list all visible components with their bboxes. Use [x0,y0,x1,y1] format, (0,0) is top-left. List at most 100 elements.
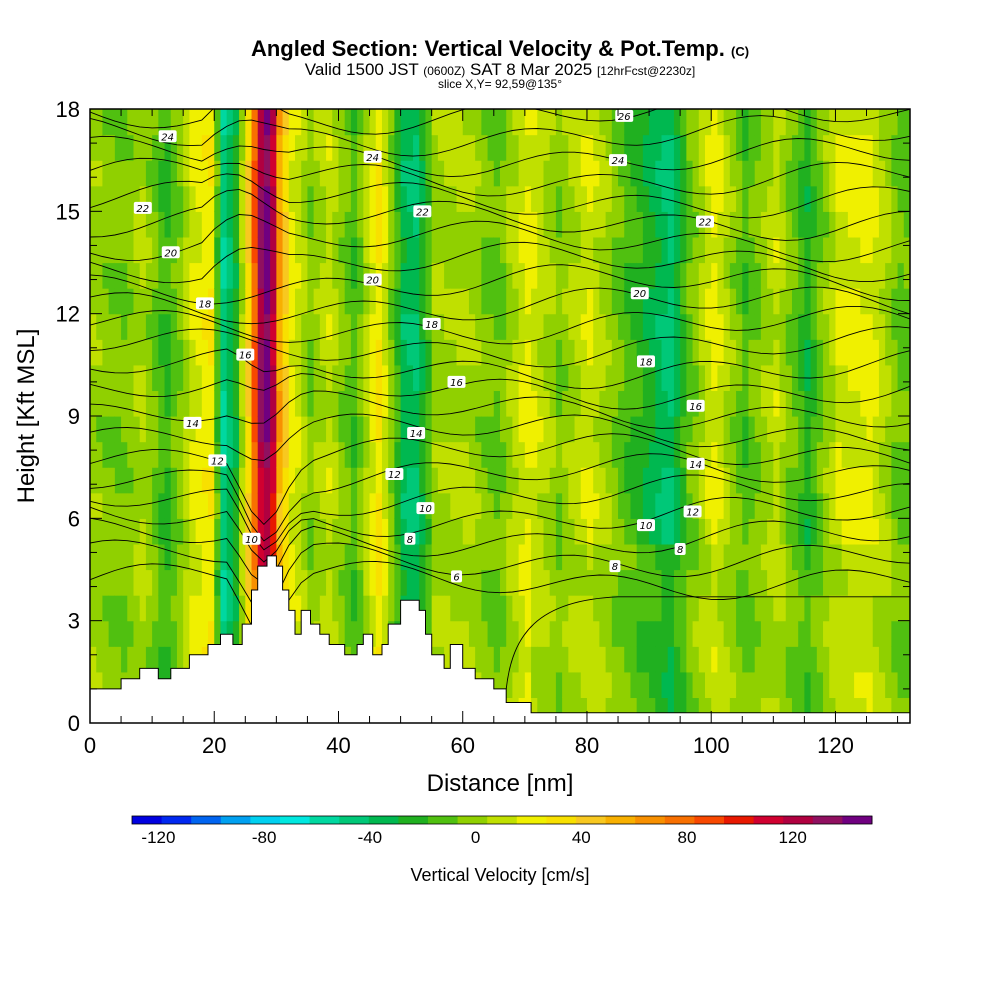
velocity-cell [419,160,427,187]
velocity-cell [680,339,687,366]
velocity-cell [96,543,104,571]
velocity-cell [872,518,880,545]
velocity-cell [636,160,644,187]
theta-contour-line [90,241,910,284]
velocity-cell [854,543,861,571]
velocity-cell [673,364,681,392]
velocity-cell [618,416,625,443]
velocity-cell [270,236,277,264]
velocity-cell [823,467,830,494]
velocity-cell [798,160,805,187]
velocity-cell [897,185,905,212]
colorbar-swatch [161,816,192,824]
velocity-cell [176,595,184,622]
velocity-cell [872,595,880,622]
velocity-cell [580,467,588,494]
velocity-cell [133,416,141,443]
velocity-cell [456,339,464,366]
velocity-cell [649,185,656,212]
velocity-cell [133,595,141,622]
velocity-cell [754,492,762,519]
velocity-cell [866,416,874,443]
x-tick-label: 80 [575,733,599,758]
velocity-cell [580,416,588,443]
velocity-cell [506,236,514,264]
velocity-cell [257,236,265,264]
velocity-cell [344,467,352,494]
velocity-cell [705,569,712,596]
velocity-cell [357,543,364,571]
velocity-cell [773,339,781,366]
velocity-cell [195,236,203,264]
velocity-cell [270,467,277,494]
velocity-cell [338,211,346,238]
colorbar-swatch [191,816,222,824]
velocity-cell [717,671,725,699]
velocity-cell [437,313,445,340]
velocity-cell [518,364,526,392]
velocity-cell [711,185,719,212]
velocity-cell [698,288,706,315]
velocity-cell [481,236,489,264]
velocity-cell [475,467,482,494]
velocity-cell [686,211,694,238]
velocity-cell [673,288,681,315]
theta-contour-line [90,173,910,219]
velocity-cell [139,109,147,136]
velocity-cell [711,467,719,494]
velocity-cell [816,569,824,596]
velocity-cell [512,518,520,545]
velocity-cell [170,288,178,315]
velocity-cell [847,313,855,340]
velocity-cell [829,697,837,723]
velocity-cell [319,441,327,468]
velocity-cell [257,339,265,366]
velocity-cell [847,109,855,136]
velocity-cell [531,416,538,443]
velocity-cell [630,492,638,519]
velocity-cell [369,236,377,264]
velocity-cell [661,569,669,596]
velocity-cell [531,543,538,571]
velocity-cell [748,313,756,340]
velocity-cell [723,211,731,238]
velocity-cell [624,569,632,596]
colorbar-swatch [398,816,429,824]
velocity-cell [195,441,203,468]
velocity-cell [680,416,687,443]
velocity-cell [593,211,600,238]
velocity-cell [301,185,309,212]
velocity-cell [276,518,284,545]
velocity-cell [388,569,395,596]
velocity-cell [791,185,799,212]
contour-label-bg [683,505,702,518]
velocity-cell [549,262,557,289]
velocity-cell [183,364,190,392]
velocity-cell [692,339,700,366]
velocity-cell [295,134,302,161]
velocity-cell [431,211,439,238]
velocity-cell [444,185,451,212]
colorbar-swatch [250,816,281,824]
velocity-cell [301,492,309,519]
velocity-cell [276,288,284,315]
velocity-cell [885,364,892,392]
velocity-cell [518,620,526,647]
velocity-cell [152,416,159,443]
theta-contour-line [90,157,910,197]
velocity-cell [804,697,812,723]
velocity-cell [295,211,302,238]
velocity-cell [189,262,197,289]
velocity-cell [729,109,737,136]
velocity-cell [586,697,594,723]
velocity-cell [748,543,756,571]
velocity-cell [767,211,774,238]
velocity-cell [419,109,427,136]
velocity-cell [493,288,501,315]
velocity-cell [363,416,371,443]
velocity-cell [338,185,346,212]
velocity-cell [586,339,594,366]
velocity-cell [717,416,725,443]
velocity-cell [711,339,719,366]
velocity-cell [624,441,632,468]
